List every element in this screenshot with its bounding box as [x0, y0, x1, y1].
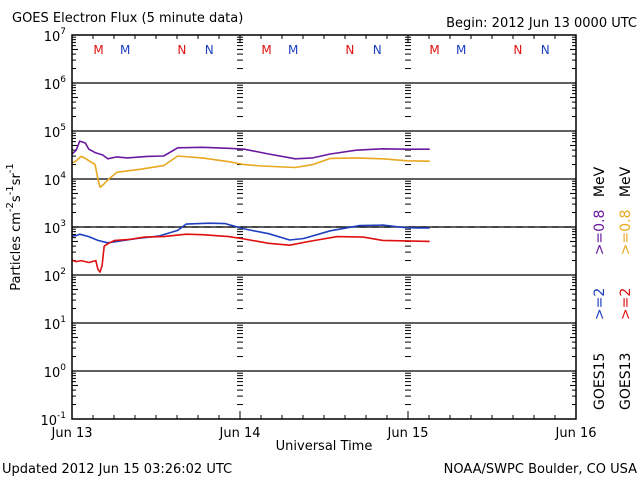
legend-goes15-label: GOES15 [592, 353, 608, 410]
y-axis-title-exp2: -1 [5, 185, 16, 195]
legend-goes13-unit: MeV [618, 166, 634, 197]
y-tick-exp: 7 [60, 27, 66, 37]
y-tick-exp: -1 [57, 411, 66, 421]
legend-goes13: GOES13 >=2 >=0.8 MeV [618, 166, 634, 410]
y-tick-exp: 2 [60, 267, 66, 277]
y-axis-title-sr: sr [9, 173, 24, 186]
legend-goes15-unit: MeV [592, 166, 608, 197]
grid-lines [72, 82, 576, 372]
marker-n: N [345, 43, 354, 57]
y-tick-exp: 0 [60, 363, 66, 373]
legend-goes13-label: GOES13 [618, 353, 634, 410]
y-tick-label: 10-1 [40, 411, 66, 429]
y-tick-label: 103 [44, 219, 66, 237]
y-tick-label: 102 [44, 267, 66, 285]
series-goes13-2-mev [71, 233, 430, 273]
y-tick-base: 10 [44, 126, 61, 141]
y-tick-base: 10 [44, 318, 61, 333]
begin-time-label: Begin: 2012 Jun 13 0000 UTC [446, 16, 637, 31]
y-axis-title-exp1: -2 [5, 202, 16, 212]
y-tick-label: 101 [44, 315, 66, 333]
y-axis-title-exp3: -1 [5, 163, 16, 173]
y-tick-label: 105 [44, 123, 66, 141]
y-tick-exp: 4 [60, 171, 66, 181]
marker-n: N [205, 43, 214, 57]
marker-n: N [177, 43, 186, 57]
updated-timestamp: Updated 2012 Jun 15 03:26:02 UTC [2, 462, 232, 477]
y-tick-label: 107 [44, 27, 66, 45]
legend-goes15: GOES15 >=2 >=0.8 MeV [592, 166, 608, 410]
legend-goes15-08mev: >=0.8 [592, 210, 608, 256]
y-tick-exp: 1 [60, 315, 66, 325]
series-goes15-2-mev [71, 222, 430, 244]
y-tick-base: 10 [44, 270, 61, 285]
marker-m: M [93, 43, 103, 57]
marker-m: M [288, 43, 298, 57]
y-tick-base: 10 [44, 174, 61, 189]
y-tick-label: 106 [44, 75, 67, 93]
marker-n: N [513, 43, 522, 57]
data-series [71, 140, 430, 273]
credit-label: NOAA/SWPC Boulder, CO USA [444, 462, 637, 477]
y-tick-label: 104 [44, 171, 67, 189]
legend-goes13-2mev: >=2 [618, 288, 634, 320]
marker-m: M [120, 43, 130, 57]
y-axis-title: Particles cm-2s-1sr-1 [5, 163, 24, 291]
x-tick-label: Jun 13 [51, 426, 93, 441]
y-tick-base: 10 [40, 414, 57, 429]
legend-goes15-2mev: >=2 [592, 288, 608, 320]
y-tick-exp: 6 [60, 75, 66, 85]
marker-m: M [429, 43, 439, 57]
y-tick-base: 10 [44, 78, 61, 93]
y-axis-title-s: s [9, 195, 24, 202]
x-tick-label: Jun 14 [219, 426, 261, 441]
legend-goes13-08mev: >=0.8 [618, 210, 634, 256]
y-tick-exp: 3 [60, 219, 66, 229]
y-tick-base: 10 [44, 222, 61, 237]
y-tick-label: 100 [44, 363, 67, 381]
y-tick-base: 10 [44, 366, 61, 381]
series-goes13-0-8-mev [71, 155, 430, 188]
marker-m: M [261, 43, 271, 57]
x-axis-title: Universal Time [276, 439, 373, 454]
y-tick-base: 10 [44, 30, 61, 45]
x-tick-label: Jun 15 [387, 426, 429, 441]
marker-n: N [541, 43, 550, 57]
plot-frame [71, 34, 577, 420]
legend: GOES15 >=2 >=0.8 MeV GOES13 >=2 >=0.8 Me… [592, 166, 634, 410]
x-tick-labels: Jun 13 Jun 14 Jun 15 Jun 16 [51, 426, 597, 441]
chart-title: GOES Electron Flux (5 minute data) [12, 11, 243, 26]
series-goes15-0-8-mev [71, 140, 430, 160]
y-tick-exp: 5 [60, 123, 66, 133]
y-axis-title-base: Particles cm [9, 212, 24, 291]
x-tick-label: Jun 16 [555, 426, 597, 441]
marker-m: M [456, 43, 466, 57]
marker-n: N [373, 43, 382, 57]
